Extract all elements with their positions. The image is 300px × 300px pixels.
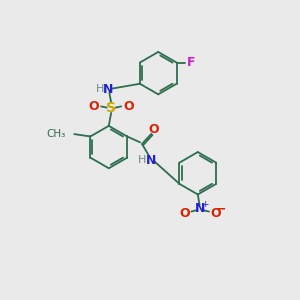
Text: N: N <box>146 154 157 166</box>
Text: O: O <box>210 207 221 220</box>
Text: H: H <box>96 84 105 94</box>
Text: CH₃: CH₃ <box>47 128 66 139</box>
Text: −: − <box>216 203 226 216</box>
Text: N: N <box>103 83 113 96</box>
Text: O: O <box>123 100 134 113</box>
Text: +: + <box>201 200 208 209</box>
Text: H: H <box>138 155 147 165</box>
Text: O: O <box>148 124 159 136</box>
Text: N: N <box>195 202 205 215</box>
Text: O: O <box>89 100 99 113</box>
Text: S: S <box>106 100 116 115</box>
Text: F: F <box>187 56 195 69</box>
Text: O: O <box>179 207 190 220</box>
